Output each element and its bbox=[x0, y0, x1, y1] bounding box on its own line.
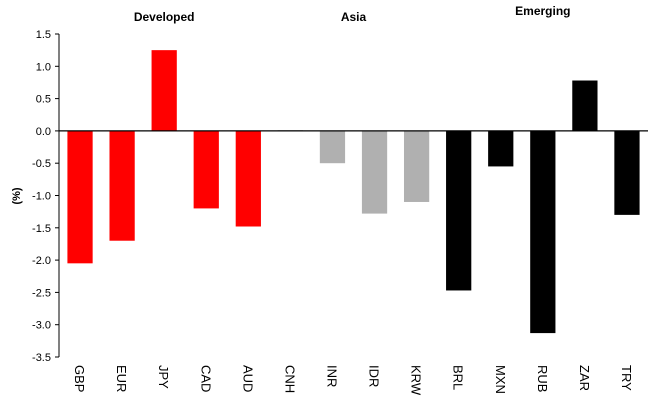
y-tick-label: 0.5 bbox=[36, 94, 51, 106]
x-tick-label: GBP bbox=[72, 365, 87, 392]
x-tick-label: CAD bbox=[198, 365, 213, 392]
y-tick-label: -2.5 bbox=[32, 287, 51, 299]
y-tick-label: -1.0 bbox=[32, 191, 51, 203]
y-tick-label: 0.0 bbox=[36, 126, 51, 138]
x-tick-label: KRW bbox=[409, 365, 424, 396]
x-tick-label: IDR bbox=[367, 365, 382, 387]
x-tick-label: ZAR bbox=[577, 365, 592, 391]
bar-inr bbox=[319, 130, 346, 164]
x-tick-label: RUB bbox=[535, 365, 550, 392]
y-tick-label: -1.5 bbox=[32, 223, 51, 235]
bar-mxn bbox=[488, 130, 514, 167]
bar-cad bbox=[193, 130, 219, 209]
x-tick-label: MXN bbox=[493, 365, 508, 394]
bar-jpy bbox=[151, 50, 177, 131]
x-tick-label: AUD bbox=[240, 365, 255, 392]
x-tick-label: TRY bbox=[619, 365, 634, 391]
bar-aud bbox=[235, 130, 261, 227]
bar-gbp bbox=[67, 130, 93, 264]
y-tick-label: 1.5 bbox=[36, 29, 51, 41]
bar-zar bbox=[572, 80, 598, 131]
y-tick-label: -0.5 bbox=[32, 158, 51, 170]
y-tick-label: -3.0 bbox=[32, 320, 51, 332]
group-label-developed: Developed bbox=[134, 10, 195, 24]
x-tick-label: EUR bbox=[114, 365, 129, 392]
bar-try bbox=[614, 130, 640, 215]
group-label-emerging: Emerging bbox=[515, 4, 570, 18]
bar-brl bbox=[446, 130, 472, 291]
x-tick-label: CNH bbox=[282, 365, 297, 393]
x-tick-label: INR bbox=[324, 365, 339, 387]
bar-krw bbox=[403, 130, 430, 202]
y-tick-label: 1.0 bbox=[36, 61, 51, 73]
bar-rub bbox=[530, 130, 556, 334]
group-labels: Developed Asia Emerging bbox=[134, 4, 571, 24]
y-axis: 1.5 1.0 0.5 0.0 -0.5 -1.0 -1.5 -2.0 -2.5 -3.0 -3.5 bbox=[32, 29, 60, 364]
y-axis-title: (%) bbox=[11, 187, 23, 204]
y-tick-label: -2.0 bbox=[32, 255, 51, 267]
x-tick-label: JPY bbox=[156, 365, 171, 389]
bars bbox=[59, 50, 648, 334]
bar-idr bbox=[361, 130, 388, 214]
x-tick-label: BRL bbox=[451, 365, 466, 390]
group-label-asia: Asia bbox=[341, 10, 367, 24]
y-tick-label: -3.5 bbox=[32, 352, 51, 364]
bar-eur bbox=[109, 130, 135, 241]
category-labels: GBP EUR JPY CAD AUD CNH INR IDR KRW BRL MXN RUB ZAR T… bbox=[72, 365, 634, 396]
